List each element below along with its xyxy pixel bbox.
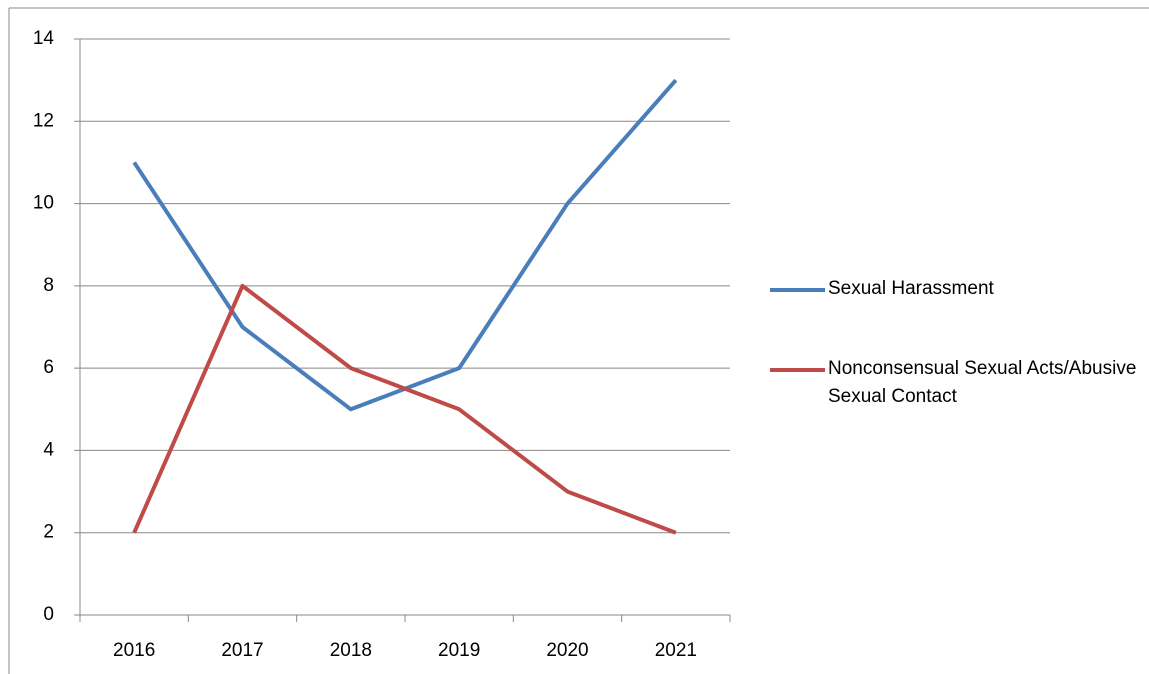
y-tick-label: 2 [43, 522, 54, 543]
y-tick-label: 4 [43, 439, 54, 460]
x-tick-label: 2016 [113, 640, 155, 661]
y-tick-label: 8 [43, 275, 54, 296]
legend-item: Sexual Harassment [828, 278, 994, 299]
y-tick-label: 10 [33, 193, 54, 214]
x-tick-label: 2020 [546, 640, 588, 661]
legend-label: Sexual Harassment [828, 278, 994, 299]
y-tick-label: 6 [43, 357, 54, 378]
series-line [132, 283, 677, 535]
series-line [132, 78, 678, 412]
x-tick-label: 2017 [221, 640, 263, 661]
y-tick-label: 14 [33, 28, 55, 49]
legend-label: Nonconsensual Sexual Acts/Abusive Sexual… [828, 358, 1137, 407]
y-tick-label: 12 [33, 110, 54, 131]
x-tick-label: 2021 [655, 640, 697, 661]
y-tick-label: 0 [43, 604, 54, 625]
x-tick-label: 2019 [438, 640, 480, 661]
legend-item: Nonconsensual Sexual Acts/Abusive Sexual… [828, 358, 1137, 407]
x-tick-label: 2018 [330, 640, 372, 661]
